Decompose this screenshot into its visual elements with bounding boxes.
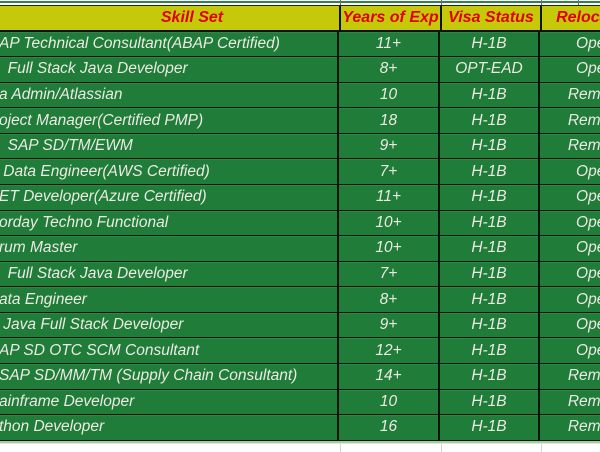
cell-relocation[interactable]: Open (576, 34, 600, 52)
table-row: ata Engineer 8+ H-1B Open (0, 287, 600, 313)
table-row: Full Stack Java Developer 8+ OPT-EAD Ope… (0, 57, 600, 83)
cell-relocation[interactable]: Open (576, 162, 600, 180)
cell-relocation[interactable]: Remote (567, 85, 600, 103)
cell-skill-set[interactable]: Data Engineer(AWS Certified) (0, 159, 339, 184)
cell-relocation[interactable]: Open (576, 239, 600, 257)
gridline (541, 443, 542, 452)
cell-relocation[interactable]: Open (576, 60, 600, 78)
cell-years-of-exp[interactable]: 10+ (339, 236, 440, 261)
cell-relocation[interactable]: Remote (567, 111, 600, 129)
table-row: AP SD OTC SCM Consultant 12+ H-1B Open (0, 338, 600, 365)
cell-skill-set[interactable]: ainframe Developer (0, 389, 339, 415)
table-row: oject Manager(Certified PMP) 18 H-1B Rem… (0, 108, 600, 134)
table-bottom-edge (0, 440, 600, 443)
cell-skill-set[interactable]: Full Stack Java Developer (0, 261, 339, 287)
cell-relocation[interactable]: Open (576, 290, 600, 308)
cell-visa-status[interactable]: H-1B (440, 82, 540, 108)
cell-visa-status[interactable]: H-1B (440, 338, 540, 364)
cell-years-of-exp[interactable]: 14+ (339, 364, 440, 389)
cell-years-of-exp[interactable]: 7+ (339, 261, 440, 287)
cell-skill-set[interactable]: oject Manager(Certified PMP) (0, 108, 339, 133)
cell-years-of-exp[interactable]: 9+ (339, 312, 440, 338)
header-relocation[interactable]: Relocation (556, 8, 600, 26)
table-row: orday Techno Functional 10+ H-1B Open (0, 210, 600, 237)
candidates-table: Skill Set Years of Exp Visa Status Reloc… (0, 5, 600, 441)
cell-skill-set[interactable]: SAP SD/MM/TM (Supply Chain Consultant) (0, 364, 339, 389)
cell-visa-status[interactable]: H-1B (440, 184, 540, 210)
cell-years-of-exp[interactable]: 9+ (339, 133, 440, 159)
cell-visa-status[interactable]: H-1B (440, 287, 540, 312)
cell-years-of-exp[interactable]: 11+ (339, 184, 440, 210)
cell-skill-set[interactable]: Java Full Stack Developer (0, 312, 339, 338)
table-row: SAP SD/MM/TM (Supply Chain Consultant) 1… (0, 364, 600, 390)
cell-skill-set[interactable]: AP Technical Consultant(ABAP Certified) (0, 31, 339, 57)
cell-relocation[interactable]: Remote (567, 137, 600, 155)
table-row: SAP SD/TM/EWM 9+ H-1B Remote (0, 133, 600, 160)
gridline (441, 443, 442, 452)
cell-visa-status[interactable]: H-1B (440, 312, 540, 338)
cell-skill-set[interactable]: ata Engineer (0, 287, 339, 312)
cell-visa-status[interactable]: H-1B (440, 415, 540, 440)
gridline (340, 0, 341, 5)
table-row: Data Engineer(AWS Certified) 7+ H-1B Ope… (0, 159, 600, 185)
header-visa-status[interactable]: Visa Status (442, 6, 542, 30)
cell-visa-status[interactable]: H-1B (440, 389, 540, 415)
cell-skill-set[interactable]: AP SD OTC SCM Consultant (0, 338, 339, 364)
row-above-table (0, 0, 600, 5)
gridline (340, 443, 341, 452)
cell-relocation[interactable]: Open (576, 341, 600, 359)
table-row: a Admin/Atlassian 10 H-1B Remote (0, 82, 600, 109)
header-skill-set[interactable]: Skill Set (0, 6, 341, 30)
cell-visa-status[interactable]: H-1B (440, 159, 540, 184)
cell-years-of-exp[interactable]: 8+ (339, 287, 440, 312)
table-header-row: Skill Set Years of Exp Visa Status Reloc… (0, 5, 600, 32)
table-row: thon Developer 16 H-1B Remote (0, 415, 600, 441)
cell-relocation[interactable]: Remote (567, 392, 600, 410)
cell-skill-set[interactable]: orday Techno Functional (0, 210, 339, 236)
cell-skill-set[interactable]: thon Developer (0, 415, 339, 440)
gridline (541, 0, 542, 5)
cell-visa-status[interactable]: H-1B (440, 108, 540, 133)
table-row: rum Master 10+ H-1B Open (0, 236, 600, 262)
table-row: ET Developer(Azure Certified) 11+ H-1B O… (0, 184, 600, 211)
cell-relocation[interactable]: Remote (567, 367, 600, 385)
cell-skill-set[interactable]: rum Master (0, 236, 339, 261)
cell-visa-status[interactable]: H-1B (440, 364, 540, 389)
cell-visa-status[interactable]: H-1B (440, 261, 540, 287)
cell-years-of-exp[interactable]: 10+ (339, 210, 440, 236)
cell-skill-set[interactable]: SAP SD/TM/EWM (0, 133, 339, 159)
cell-relocation[interactable]: Open (576, 316, 600, 334)
row-below-table (0, 442, 600, 452)
cell-skill-set[interactable]: a Admin/Atlassian (0, 82, 339, 108)
cell-years-of-exp[interactable]: 11+ (339, 31, 440, 57)
cell-relocation[interactable]: Open (576, 188, 600, 206)
cell-years-of-exp[interactable]: 12+ (339, 338, 440, 364)
cell-visa-status[interactable]: H-1B (440, 31, 540, 57)
table-row: Full Stack Java Developer 7+ H-1B Open (0, 261, 600, 288)
cell-visa-status[interactable]: H-1B (440, 236, 540, 261)
table-row: AP Technical Consultant(ABAP Certified) … (0, 31, 600, 58)
cell-relocation[interactable]: Open (576, 213, 600, 231)
cell-relocation[interactable]: Open (576, 264, 600, 282)
cell-years-of-exp[interactable]: 18 (339, 108, 440, 133)
gridline (441, 0, 442, 5)
cell-years-of-exp[interactable]: 7+ (339, 159, 440, 184)
cell-relocation[interactable]: Remote (567, 418, 600, 436)
cell-visa-status[interactable]: OPT-EAD (440, 57, 540, 82)
cell-visa-status[interactable]: H-1B (440, 133, 540, 159)
cell-skill-set[interactable]: ET Developer(Azure Certified) (0, 184, 339, 210)
header-years-of-exp[interactable]: Years of Exp (341, 6, 442, 30)
cell-visa-status[interactable]: H-1B (440, 210, 540, 236)
gridline (578, 0, 579, 5)
table-body: AP Technical Consultant(ABAP Certified) … (0, 31, 600, 441)
cell-skill-set[interactable]: Full Stack Java Developer (0, 57, 339, 82)
cell-years-of-exp[interactable]: 10 (339, 82, 440, 108)
cell-years-of-exp[interactable]: 16 (339, 415, 440, 440)
cell-years-of-exp[interactable]: 10 (339, 389, 440, 415)
table-top-edge (0, 1, 600, 3)
table-row: Java Full Stack Developer 9+ H-1B Open (0, 312, 600, 339)
cell-years-of-exp[interactable]: 8+ (339, 57, 440, 82)
table-row: ainframe Developer 10 H-1B Remote (0, 389, 600, 416)
